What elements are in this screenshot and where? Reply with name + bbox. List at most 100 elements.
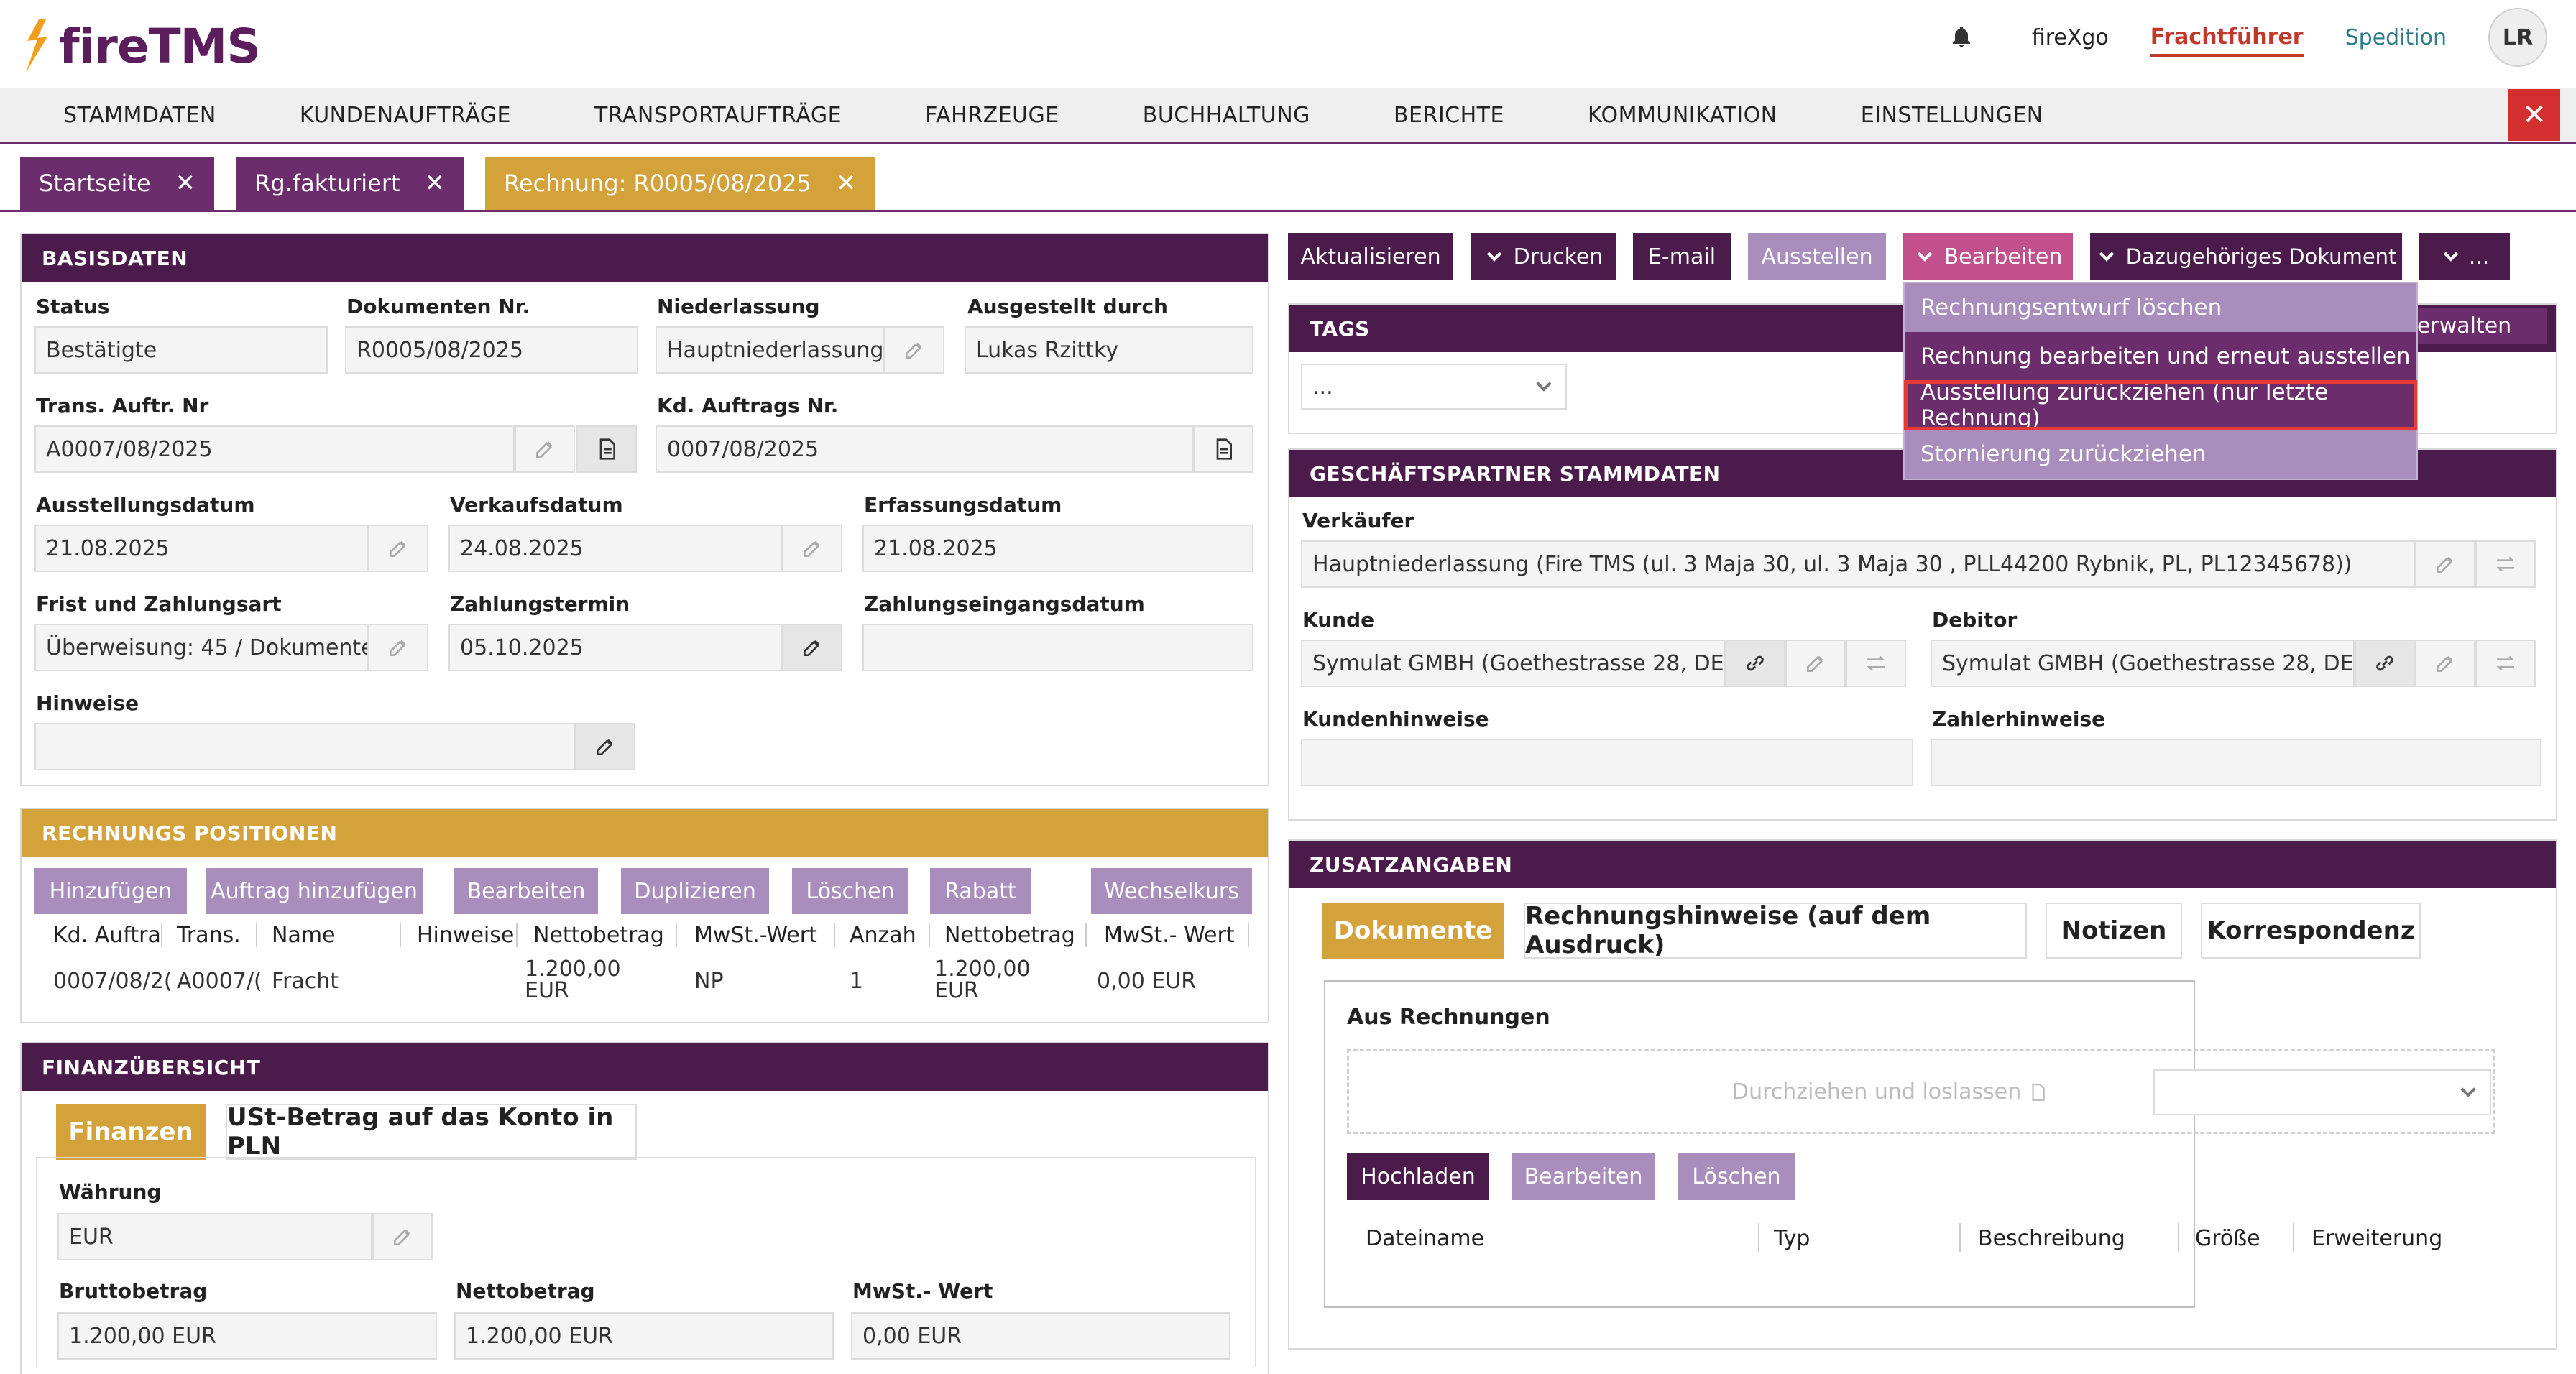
logo[interactable]: fireTMS	[20, 17, 261, 75]
zahlerhinweise-field[interactable]	[1931, 739, 2542, 786]
hinzufuegen-button[interactable]: Hinzufügen	[34, 868, 187, 914]
duplizieren-button[interactable]: Duplizieren	[621, 868, 769, 914]
avatar[interactable]: LR	[2488, 8, 2547, 67]
email-button[interactable]: E-mail	[1633, 233, 1731, 280]
edit-hinweise-button[interactable]	[575, 723, 635, 770]
col-dateiname[interactable]: Dateiname	[1366, 1226, 1485, 1251]
tab-dokumente[interactable]: Dokumente	[1322, 903, 1504, 959]
col-mwst-wert-2[interactable]: MwSt.- Wert	[1104, 923, 1235, 948]
menu-item-stornierung-zurueckziehen[interactable]: Stornierung zurückziehen	[1920, 441, 2207, 467]
status-field[interactable]: Bestätigte	[34, 326, 328, 374]
tab-korrespondenz[interactable]: Korrespondenz	[2201, 903, 2421, 959]
edit-transnr-button[interactable]	[515, 425, 575, 473]
tab-rechnungshinweise[interactable]: Rechnungshinweise (auf dem Ausdruck)	[1524, 902, 2027, 959]
swap-verkaeufer-button[interactable]	[2475, 540, 2536, 588]
mwst-field[interactable]: 0,00 EUR	[851, 1312, 1230, 1360]
nav-kundenauftraege[interactable]: KUNDENAUFTRÄGE	[299, 102, 511, 128]
tab-startseite[interactable]: Startseite ✕	[20, 157, 215, 210]
col-typ[interactable]: Typ	[1774, 1226, 1811, 1251]
kdnr-field[interactable]: 0007/08/2025	[656, 425, 1193, 473]
edit-niederlassung-button[interactable]	[884, 326, 944, 374]
ausstellung-field[interactable]: 21.08.2025	[34, 525, 368, 572]
kunde-field[interactable]: Symulat GMBH (Goethestrasse 28, DE34	[1301, 640, 1725, 687]
edit-kunde-button[interactable]	[1785, 640, 1846, 687]
close-icon[interactable]: ✕	[835, 169, 857, 198]
debitor-field[interactable]: Symulat GMBH (Goethestrasse 28, DE34	[1931, 640, 2355, 687]
tab-notizen[interactable]: Notizen	[2046, 903, 2182, 959]
bearbeiten-position-button[interactable]: Bearbeiten	[454, 868, 598, 914]
edit-ausstellung-button[interactable]	[368, 525, 428, 572]
col-hinweise[interactable]: Hinweise	[417, 923, 515, 948]
tab-finanzen[interactable]: Finanzen	[56, 1104, 206, 1160]
swap-kunde-button[interactable]	[1846, 640, 1906, 687]
menu-item-entwurf-loeschen[interactable]: Rechnungsentwurf löschen	[1920, 295, 2222, 321]
edit-waehrung-button[interactable]	[372, 1213, 433, 1260]
tab-rg-fakturiert[interactable]: Rg.fakturiert ✕	[236, 157, 464, 210]
zahlungseingang-field[interactable]	[862, 624, 1254, 671]
doknr-field[interactable]: R0005/08/2025	[345, 326, 638, 374]
col-nettobetrag-2[interactable]: Nettobetrag	[944, 923, 1075, 948]
wechselkurs-button[interactable]: Wechselkurs	[1091, 868, 1252, 914]
nav-fahrzeuge[interactable]: FAHRZEUGE	[925, 102, 1059, 128]
auftrag-hinzufuegen-button[interactable]: Auftrag hinzufügen	[206, 868, 423, 914]
tab-ust-betrag[interactable]: USt-Betrag auf das Konto in PLN	[226, 1103, 637, 1161]
bearbeiten-button[interactable]: Bearbeiten	[1903, 233, 2073, 280]
transnr-field[interactable]: A0007/08/2025	[34, 425, 515, 473]
menu-item-ausstellung-zurueckziehen[interactable]: Ausstellung zurückziehen (nur letzte Rec…	[1904, 379, 2417, 431]
niederlassung-field[interactable]: Hauptniederlassung	[656, 326, 884, 374]
verkauf-field[interactable]: 24.08.2025	[448, 525, 782, 572]
link-kunde-button[interactable]	[1725, 640, 1785, 687]
close-icon[interactable]: ✕	[424, 169, 446, 198]
netto-field[interactable]: 1.200,00 EUR	[454, 1312, 834, 1360]
close-all-button[interactable]: ✕	[2508, 89, 2560, 141]
drucken-button[interactable]: Drucken	[1471, 233, 1616, 280]
tab-rechnung[interactable]: Rechnung: R0005/08/2025 ✕	[485, 157, 875, 210]
nav-berichte[interactable]: BERICHTE	[1393, 102, 1504, 128]
nav-einstellungen[interactable]: EINSTELLUNGEN	[1860, 102, 2043, 128]
frist-field[interactable]: Überweisung: 45 / Dokumenten	[34, 624, 368, 671]
verkaeufer-field[interactable]: Hauptniederlassung (Fire TMS (ul. 3 Maja…	[1301, 540, 2415, 588]
bell-icon[interactable]	[1949, 24, 1974, 50]
document-kdnr-button[interactable]	[1193, 425, 1254, 473]
erfassung-field[interactable]: 21.08.2025	[862, 525, 1254, 572]
nav-kommunikation[interactable]: KOMMUNIKATION	[1587, 102, 1777, 128]
kundenhinweise-field[interactable]	[1301, 739, 1913, 786]
loeschen-dokument-button[interactable]: Löschen	[1678, 1153, 1795, 1200]
col-mwst-wert[interactable]: MwSt.-Wert	[694, 923, 817, 948]
link-frachtfuehrer[interactable]: Frachtführer	[2150, 24, 2304, 57]
col-groesse[interactable]: Größe	[2195, 1226, 2260, 1251]
col-beschreibung[interactable]: Beschreibung	[1978, 1226, 2125, 1251]
loeschen-position-button[interactable]: Löschen	[792, 868, 908, 914]
col-anzahl[interactable]: Anzah	[850, 923, 916, 948]
hinweise-field[interactable]	[34, 723, 575, 770]
dokument-typ-select[interactable]	[2153, 1069, 2491, 1115]
edit-debitor-button[interactable]	[2415, 640, 2475, 687]
tags-select[interactable]: ...	[1301, 364, 1567, 410]
col-kd-auftrag[interactable]: Kd. Auftra	[53, 923, 161, 948]
dazugehoeriges-dokument-button[interactable]: Dazugehöriges Dokument	[2090, 233, 2402, 280]
edit-zahlungstermin-button[interactable]	[782, 624, 842, 671]
menu-item-bearbeiten-erneut-ausstellen[interactable]: Rechnung bearbeiten und erneut ausstelle…	[1905, 332, 2416, 381]
nav-transportauftraege[interactable]: TRANSPORTAUFTRÄGE	[594, 102, 842, 128]
swap-debitor-button[interactable]	[2475, 640, 2536, 687]
more-actions-button[interactable]: ...	[2419, 233, 2510, 280]
ausgestellt-field[interactable]: Lukas Rzittky	[965, 326, 1254, 374]
ausstellen-button[interactable]: Ausstellen	[1748, 233, 1886, 280]
close-icon[interactable]: ✕	[175, 169, 196, 198]
link-debitor-button[interactable]	[2355, 640, 2415, 687]
link-firexgo[interactable]: fireXgo	[2031, 24, 2109, 50]
zahlungstermin-field[interactable]: 05.10.2025	[448, 624, 782, 671]
col-erweiterung[interactable]: Erweiterung	[2312, 1226, 2443, 1251]
aktualisieren-button[interactable]: Aktualisieren	[1288, 233, 1453, 280]
link-spedition[interactable]: Spedition	[2345, 24, 2447, 50]
table-row[interactable]: 0007/08/2( A0007/( Fracht 1.200,00 EUR N…	[34, 956, 1254, 1008]
nav-buchhaltung[interactable]: BUCHHALTUNG	[1142, 102, 1310, 128]
col-trans[interactable]: Trans.	[177, 923, 241, 948]
edit-verkauf-button[interactable]	[782, 525, 842, 572]
hochladen-button[interactable]: Hochladen	[1347, 1153, 1489, 1200]
rabatt-button[interactable]: Rabatt	[930, 868, 1031, 914]
brutto-field[interactable]: 1.200,00 EUR	[58, 1312, 437, 1360]
document-transnr-button[interactable]	[576, 425, 637, 473]
waehrung-field[interactable]: EUR	[58, 1213, 372, 1260]
drop-zone[interactable]	[1347, 1049, 2496, 1134]
